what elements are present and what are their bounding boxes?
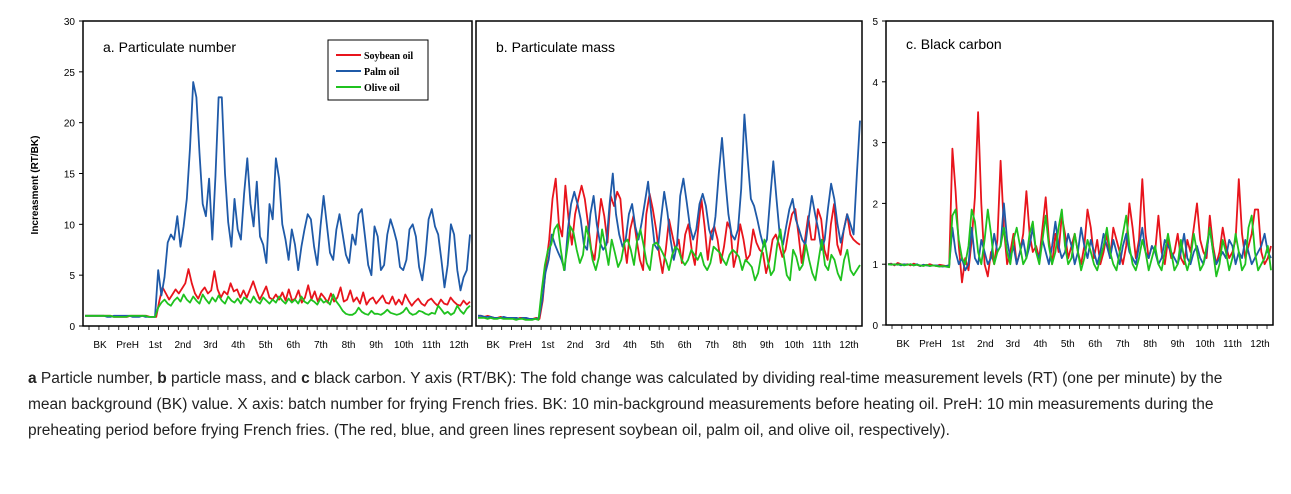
caption-label-b: b — [157, 370, 167, 387]
x-tick-label: 6th — [1088, 339, 1102, 350]
series-line-olive-oil — [887, 208, 1272, 278]
x-tick-label: 8th — [342, 340, 356, 351]
panel-title-1: a. Particulate number — [103, 39, 236, 55]
caption-text-a: Particle number, — [36, 370, 158, 387]
y-tick-label: 10 — [64, 220, 76, 231]
plot-area-2 — [475, 20, 863, 327]
panel-title-3: c. Black carbon — [906, 36, 1002, 52]
series-line-palm-oil — [478, 113, 861, 320]
x-tick-label: 11th — [422, 340, 441, 351]
x-tick-label: 2nd — [977, 339, 994, 350]
x-tick-label: 10th — [784, 340, 803, 351]
y-tick-label: 30 — [64, 17, 76, 28]
series-line-olive-oil — [478, 223, 861, 321]
x-tick-label: 11th — [812, 340, 831, 351]
x-tick-label: 5th — [1061, 339, 1075, 350]
y-tick-label: 0 — [69, 322, 75, 333]
x-tick-label: 2nd — [175, 340, 192, 351]
y-tick-label: 15 — [64, 170, 76, 181]
caption-text-c: black carbon. Y axis (RT/BK): The fold c… — [28, 370, 1223, 439]
y-tick-label: 25 — [64, 68, 76, 79]
x-tick-label: PreH — [116, 340, 139, 351]
x-tick-label: 12th — [449, 340, 468, 351]
x-tick-label: 5th — [650, 340, 664, 351]
x-tick-label: 8th — [1143, 339, 1157, 350]
x-tick-label: 6th — [286, 340, 300, 351]
y-tick-label: 0 — [872, 321, 878, 332]
y-tick-label: 2 — [872, 199, 878, 210]
y-axis-label: Increasment (RT/BK) — [30, 136, 41, 235]
y-tick-label: 3 — [872, 139, 878, 150]
series-line-olive-oil — [85, 293, 471, 318]
caption-label-c: c — [301, 370, 310, 387]
x-tick-label: 12th — [1250, 339, 1269, 350]
x-tick-label: 8th — [733, 340, 747, 351]
chart-panel-2: BK PreH 1st 2nd 3rd 4th 5th 6th 7th 8th 9th 10th 11t… — [475, 20, 863, 351]
caption-label-a: a — [28, 370, 37, 387]
x-tick-label: 7th — [705, 340, 719, 351]
legend: Soybean oil Palm oil Olive oil — [327, 39, 429, 101]
x-tick-label: 3rd — [203, 340, 217, 351]
y-tick-label: 20 — [64, 119, 76, 130]
x-tick-label: BK — [486, 340, 500, 351]
y-tick-label: 5 — [69, 271, 75, 282]
x-tick-label: 4th — [231, 340, 245, 351]
figure-caption: a Particle number, b particle mass, and … — [28, 366, 1263, 444]
x-tick-label: BK — [93, 340, 107, 351]
x-tick-label: 1st — [951, 339, 965, 350]
x-tick-label: 12th — [839, 340, 858, 351]
x-tick-label: 6th — [678, 340, 692, 351]
x-tick-label: 4th — [623, 340, 637, 351]
x-tick-label: 9th — [760, 340, 774, 351]
x-tick-label: 7th — [1116, 339, 1130, 350]
legend-entry: Soybean oil — [364, 51, 413, 62]
caption-text-b: particle mass, and — [166, 370, 302, 387]
x-tick-label: 2nd — [567, 340, 584, 351]
x-tick-label: 5th — [259, 340, 273, 351]
x-tick-label: 11th — [1223, 339, 1242, 350]
x-tick-label: 4th — [1033, 339, 1047, 350]
chart-panel-3: 0 1 2 3 4 5 BK PreH 1st 2nd 3rd 4th 5th 6th 7th 8th 9th 1… — [872, 17, 1274, 350]
x-tick-label: 9th — [1171, 339, 1185, 350]
panel-title-2: b. Particulate mass — [496, 39, 615, 55]
x-tick-label: 10th — [394, 340, 413, 351]
x-tick-label: 7th — [314, 340, 328, 351]
x-tick-label: 9th — [369, 340, 383, 351]
y-tick-label: 1 — [872, 260, 878, 271]
x-tick-label: 3rd — [1006, 339, 1020, 350]
x-tick-label: 1st — [541, 340, 555, 351]
plot-area-3 — [885, 20, 1274, 326]
x-tick-label: 1st — [149, 340, 163, 351]
y-tick-label: 4 — [872, 78, 878, 89]
legend-entry: Palm oil — [364, 67, 399, 78]
legend-entry: Olive oil — [364, 83, 400, 94]
x-tick-label: BK — [896, 339, 910, 350]
y-tick-label: 5 — [872, 17, 878, 28]
x-tick-label: 10th — [1195, 339, 1214, 350]
x-tick-label: PreH — [919, 339, 942, 350]
x-tick-label: 3rd — [595, 340, 609, 351]
x-tick-label: PreH — [509, 340, 532, 351]
